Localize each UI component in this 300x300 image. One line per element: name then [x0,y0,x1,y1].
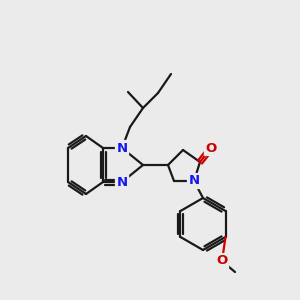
Text: N: N [116,142,128,154]
Text: N: N [188,175,200,188]
Text: O: O [216,254,228,268]
Text: N: N [116,176,128,188]
Text: O: O [206,142,217,154]
